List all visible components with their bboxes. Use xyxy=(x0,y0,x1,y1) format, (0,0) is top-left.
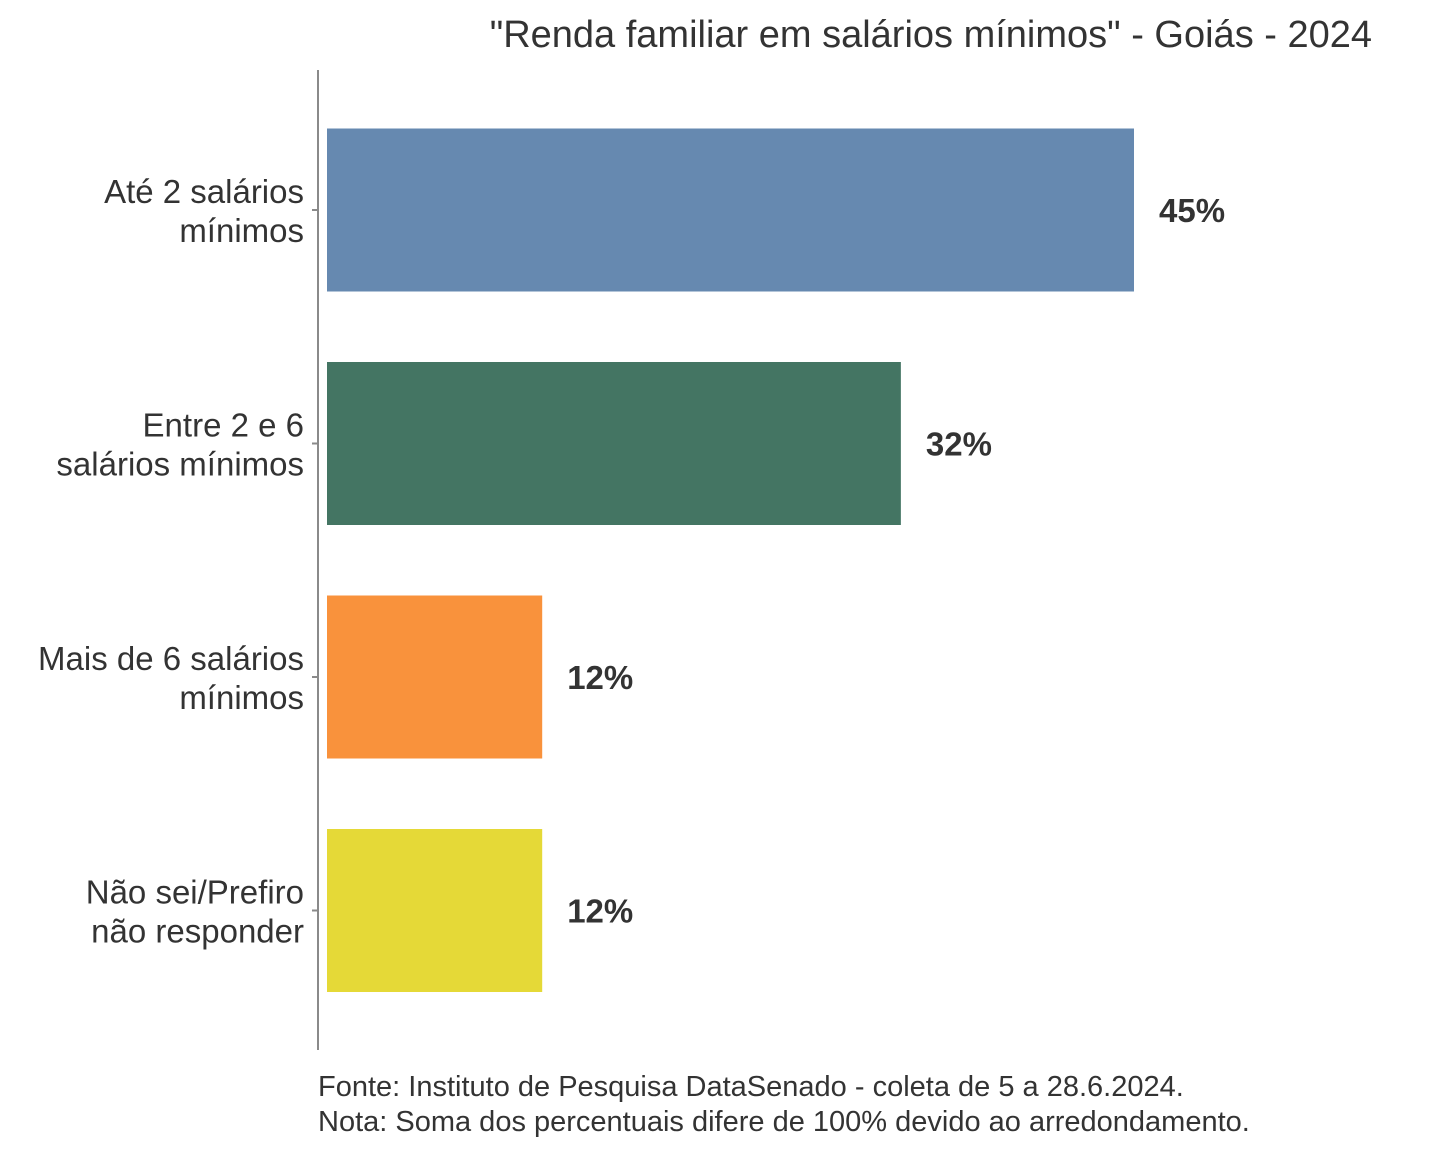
bar-4 xyxy=(327,829,543,992)
data-label-1: 45% xyxy=(1159,192,1225,229)
category-label-2: Entre 2 e 6 salários mínimos xyxy=(56,407,304,483)
data-label-4: 12% xyxy=(567,893,633,930)
category-label-line: Mais de 6 salários xyxy=(38,640,304,677)
footnotes: Fonte: Instituto de Pesquisa DataSenado … xyxy=(318,1071,1250,1138)
bar-3 xyxy=(327,595,543,759)
category-label-3: Mais de 6 salários mínimos xyxy=(38,640,304,716)
chart-title: "Renda familiar em salários mínimos" - G… xyxy=(490,14,1372,56)
category-label-line: Até 2 salários xyxy=(104,173,304,210)
category-label-line: Entre 2 e 6 xyxy=(143,407,304,444)
bar-1 xyxy=(327,128,1134,292)
data-label-3: 12% xyxy=(567,659,633,696)
footnote-2: Nota: Soma dos percentuais difere de 100… xyxy=(318,1106,1250,1138)
category-label-4: Não sei/Prefiro não responder xyxy=(86,874,304,950)
data-label-2: 32% xyxy=(926,426,992,463)
category-label-1: Até 2 salários mínimos xyxy=(104,173,304,249)
footnote-1: Fonte: Instituto de Pesquisa DataSenado … xyxy=(318,1071,1184,1103)
category-label-line: mínimos xyxy=(179,679,304,716)
category-label-line: não responder xyxy=(91,913,304,950)
category-label-line: Não sei/Prefiro xyxy=(86,874,304,911)
category-label-line: salários mínimos xyxy=(56,446,304,483)
bar-2 xyxy=(327,362,901,525)
bars-layer xyxy=(312,128,1134,992)
category-label-line: mínimos xyxy=(179,212,304,249)
